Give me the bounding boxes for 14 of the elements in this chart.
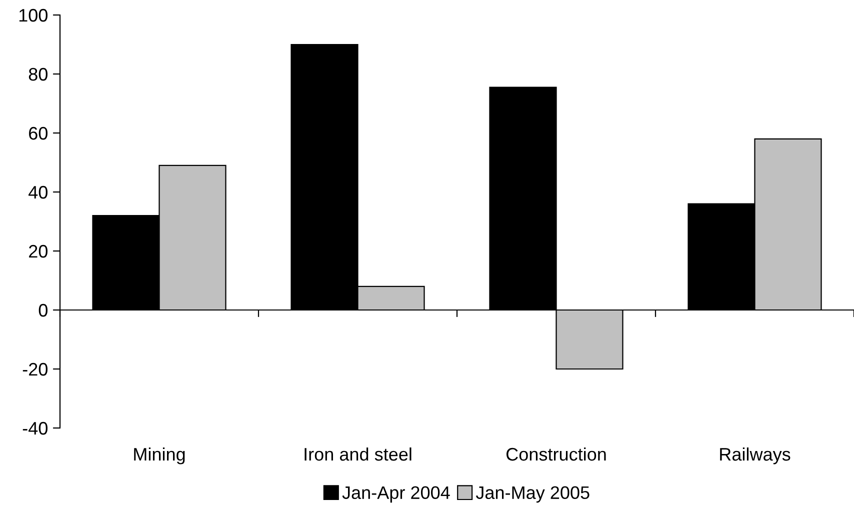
legend-label: Jan-May 2005 bbox=[476, 486, 590, 503]
x-tick-label: Iron and steel bbox=[304, 447, 412, 461]
y-tick-label: 80 bbox=[28, 68, 48, 81]
x-tick-label: Railways bbox=[720, 447, 790, 464]
y-tick-label: 0 bbox=[38, 304, 48, 317]
legend-label: Jan-Apr 2004 bbox=[342, 486, 450, 503]
y-tick-label: 100 bbox=[19, 8, 48, 22]
y-tick-label: 20 bbox=[29, 244, 48, 258]
x-tick-label: Construction bbox=[506, 447, 606, 461]
y-tick-label: 60 bbox=[29, 126, 48, 140]
x-tick-label: Mining bbox=[134, 447, 185, 464]
y-tick-label: 40 bbox=[28, 186, 48, 199]
y-tick-label: -40 bbox=[22, 422, 48, 435]
y-tick-label: -20 bbox=[22, 362, 48, 376]
